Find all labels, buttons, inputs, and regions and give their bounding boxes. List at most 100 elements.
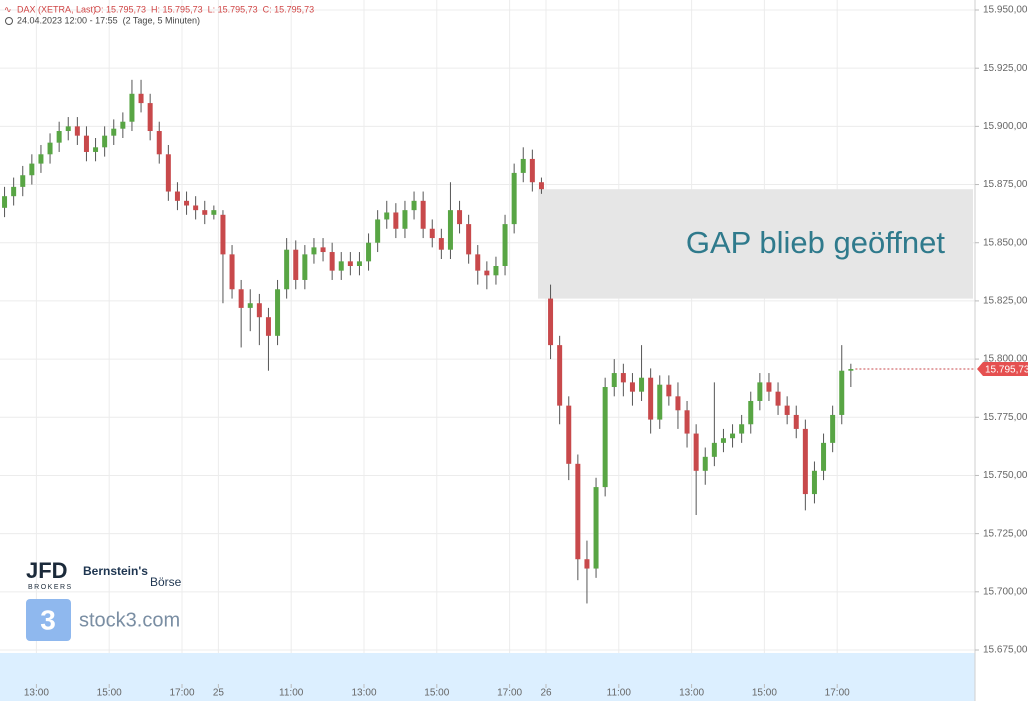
candle-body [639,377,645,392]
candle-body [265,317,271,336]
candle-body [375,219,381,243]
candle-body [38,154,44,164]
logo-bernstein: Bernstein's [83,564,148,578]
candle-body [47,142,53,155]
volume-band [0,653,975,701]
candle-body [511,172,517,225]
candle-body [447,210,453,250]
logo-boerse: Börse [150,575,182,589]
candle-body [848,369,854,371]
candle-body [793,414,799,429]
candle-body [56,131,62,143]
last-price-tag [977,362,1028,377]
x-tick-label: 13:00 [679,688,704,699]
candle-body [557,345,563,406]
candle-body [275,289,281,336]
candle-body [138,93,144,104]
candle-body [20,175,26,187]
candle-body [620,373,626,383]
y-tick-label: 15.675,00 [983,645,1028,656]
candle-body [684,410,690,434]
candle-body [675,396,681,411]
candle-body [739,424,745,434]
y-tick-label: 15.875,00 [983,179,1028,190]
candle-body [338,261,344,271]
candle-body [29,163,35,176]
candle-body [311,247,317,255]
candle-body [284,249,290,290]
candle-body [193,205,199,211]
y-tick-label: 15.750,00 [983,470,1028,481]
candle-body [256,303,262,318]
logo-jfd: JFD [26,558,68,583]
last-price-label: 15.795,73 [985,365,1030,376]
logo-stock3-mark: 3 [40,604,56,635]
y-tick-label: 15.950,00 [983,5,1028,16]
candle-body [438,238,444,250]
candle-body [384,212,390,220]
range: 24.04.2023 12:00 - 17:55 (2 Tage, 5 Minu… [17,15,200,25]
candle-body [748,400,754,425]
candle-body [839,370,845,415]
gap-box [538,189,973,299]
candle-body [475,254,481,271]
candle-body [202,210,208,215]
x-tick-label: 17:00 [169,688,194,699]
candle-body [356,261,362,266]
candle-body [830,414,836,443]
y-tick-label: 15.800,00 [983,354,1028,365]
x-tick-label: 25 [213,688,225,699]
candle-body [11,186,17,197]
candle-body [402,210,408,229]
x-tick-label: 15:00 [424,688,449,699]
candle-body [420,200,426,229]
logo-stock3-icon [26,599,71,641]
candle-body [347,261,353,266]
candle-body [648,377,654,420]
candle-body [165,154,171,192]
icon: ∿ [4,4,12,14]
candle-body [111,128,117,136]
candle-body [102,135,108,148]
candle-body [156,131,162,155]
candle-body [611,373,617,388]
candle-body [229,254,235,290]
candle-body [575,463,581,560]
candle-body [602,387,608,488]
annotation: GAP blieb geöffnet [686,225,945,260]
candle-body [693,433,699,471]
candle-body [666,384,672,397]
ohlc: O: 15.795,73 H: 15.795,73 L: 15.795,73 C… [94,4,314,14]
candle-body [429,228,435,239]
candle-body [757,382,763,401]
y-tick-label: 15.900,00 [983,121,1028,132]
x-tick-label: 11:00 [607,688,632,699]
candle-body [702,456,708,471]
x-tick-label: 15:00 [97,688,122,699]
candle-body [457,210,463,225]
candle-body [184,200,190,206]
candle-body [548,298,554,346]
instrument: DAX (XETRA, Last) [17,4,96,14]
candle-body [293,249,299,280]
y-tick-label: 15.725,00 [983,528,1028,539]
x-tick-label: 17:00 [825,688,850,699]
candle-body [566,405,572,464]
y-tick-label: 15.925,00 [983,63,1028,74]
candle-body [129,93,135,122]
x-tick-label: 17:00 [497,688,522,699]
candle-body [174,191,180,201]
y-tick-label: 15.700,00 [983,586,1028,597]
candle-body [93,147,99,152]
candle-body [393,212,399,229]
candle-body [766,382,772,392]
y-tick-label: 15.775,00 [983,412,1028,423]
x-tick-label: 26 [540,688,552,699]
candle-body [411,200,417,211]
candle-body [74,126,80,136]
candle-body [720,438,726,443]
candle-body [320,247,326,253]
logo-stock3: stock3.com [79,609,180,631]
candle-body [120,121,126,129]
